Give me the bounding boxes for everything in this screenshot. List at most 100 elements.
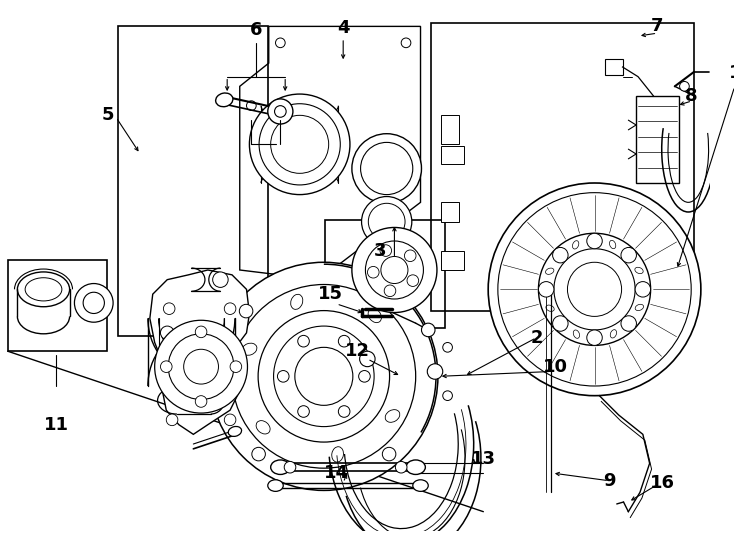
Circle shape xyxy=(268,99,293,124)
Text: 8: 8 xyxy=(685,87,697,105)
Ellipse shape xyxy=(268,480,283,491)
Circle shape xyxy=(366,241,424,299)
Circle shape xyxy=(396,461,407,473)
Circle shape xyxy=(621,247,636,263)
Bar xyxy=(118,26,268,336)
Circle shape xyxy=(621,316,636,331)
Circle shape xyxy=(271,116,329,173)
Bar xyxy=(325,220,445,328)
Circle shape xyxy=(401,38,411,48)
Circle shape xyxy=(427,364,443,379)
Circle shape xyxy=(553,247,568,263)
Circle shape xyxy=(362,197,412,247)
Circle shape xyxy=(443,342,452,352)
Circle shape xyxy=(404,250,416,261)
Polygon shape xyxy=(441,202,459,221)
Text: 1: 1 xyxy=(728,64,734,82)
Circle shape xyxy=(488,183,701,396)
Circle shape xyxy=(539,233,650,346)
Text: 10: 10 xyxy=(543,357,568,376)
Circle shape xyxy=(167,414,178,426)
Circle shape xyxy=(586,330,603,346)
Text: 5: 5 xyxy=(102,106,115,124)
Ellipse shape xyxy=(241,343,257,355)
Circle shape xyxy=(298,335,309,347)
Circle shape xyxy=(164,303,175,314)
Circle shape xyxy=(368,203,405,240)
Circle shape xyxy=(250,94,350,194)
Circle shape xyxy=(259,104,341,185)
Circle shape xyxy=(298,406,309,417)
Polygon shape xyxy=(150,270,250,434)
Circle shape xyxy=(368,282,382,295)
Polygon shape xyxy=(441,251,464,270)
Circle shape xyxy=(225,303,236,314)
Circle shape xyxy=(368,266,379,278)
Circle shape xyxy=(161,326,174,340)
Ellipse shape xyxy=(18,272,70,307)
Circle shape xyxy=(653,120,662,130)
Circle shape xyxy=(161,364,174,379)
Circle shape xyxy=(635,281,650,297)
Text: 13: 13 xyxy=(470,450,496,469)
Circle shape xyxy=(184,349,219,384)
Ellipse shape xyxy=(291,294,303,309)
Ellipse shape xyxy=(271,460,290,475)
Circle shape xyxy=(161,361,172,373)
Polygon shape xyxy=(636,96,679,183)
Ellipse shape xyxy=(25,278,62,301)
Circle shape xyxy=(195,396,207,407)
Text: 9: 9 xyxy=(603,472,615,490)
Circle shape xyxy=(247,101,256,111)
Text: 12: 12 xyxy=(345,342,370,360)
Polygon shape xyxy=(441,146,464,164)
Circle shape xyxy=(680,82,689,91)
Circle shape xyxy=(208,364,222,379)
Circle shape xyxy=(258,310,390,442)
Circle shape xyxy=(380,245,391,256)
Circle shape xyxy=(83,292,104,314)
Circle shape xyxy=(277,370,289,382)
Circle shape xyxy=(239,305,252,318)
Circle shape xyxy=(382,447,396,461)
Circle shape xyxy=(155,320,247,413)
Ellipse shape xyxy=(413,480,428,491)
Ellipse shape xyxy=(256,421,270,434)
Circle shape xyxy=(443,391,452,401)
Circle shape xyxy=(230,361,241,373)
Text: 4: 4 xyxy=(337,19,349,37)
Circle shape xyxy=(407,275,418,286)
Text: 14: 14 xyxy=(324,464,349,482)
Circle shape xyxy=(359,370,370,382)
Text: 16: 16 xyxy=(650,474,675,492)
Circle shape xyxy=(498,193,691,386)
Circle shape xyxy=(338,335,350,347)
Ellipse shape xyxy=(385,410,400,422)
Circle shape xyxy=(338,406,350,417)
Circle shape xyxy=(539,281,554,297)
Circle shape xyxy=(174,335,208,369)
Circle shape xyxy=(225,414,236,426)
Polygon shape xyxy=(240,26,421,280)
Circle shape xyxy=(284,461,296,473)
Ellipse shape xyxy=(216,93,233,107)
Circle shape xyxy=(275,106,286,117)
Circle shape xyxy=(208,326,222,340)
Circle shape xyxy=(275,38,286,48)
Circle shape xyxy=(164,325,219,379)
Circle shape xyxy=(553,316,568,331)
Circle shape xyxy=(360,351,375,367)
Text: 7: 7 xyxy=(651,17,664,36)
Circle shape xyxy=(210,262,438,490)
Circle shape xyxy=(586,233,603,249)
Circle shape xyxy=(360,143,413,194)
Circle shape xyxy=(168,334,234,400)
Bar xyxy=(431,23,694,310)
Circle shape xyxy=(384,285,396,296)
Circle shape xyxy=(381,256,408,284)
Text: 6: 6 xyxy=(250,21,263,39)
Polygon shape xyxy=(605,59,622,75)
Circle shape xyxy=(352,227,437,313)
Text: 2: 2 xyxy=(530,329,542,347)
Circle shape xyxy=(352,134,421,203)
